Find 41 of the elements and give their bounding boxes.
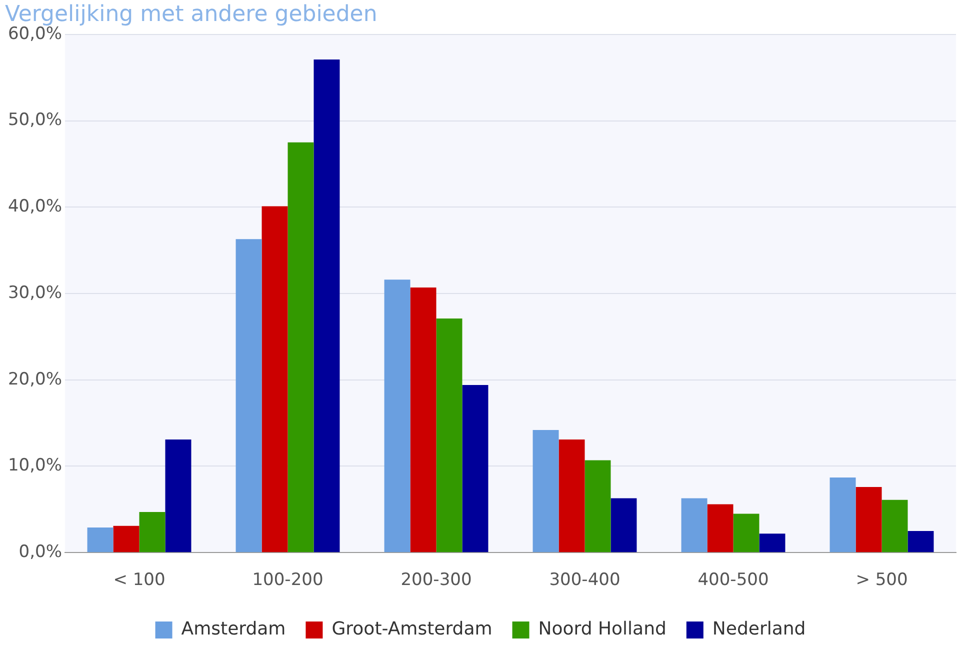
x-tick-label: 300-400	[549, 570, 620, 590]
chart-title: Vergelijking met andere gebieden	[5, 2, 378, 27]
bar	[262, 206, 288, 552]
bar	[288, 142, 314, 552]
bar	[908, 531, 934, 552]
bar	[558, 439, 585, 552]
x-tick-label: 100-200	[252, 570, 324, 590]
bar	[681, 498, 708, 552]
legend-label: Nederland	[712, 618, 806, 640]
y-tick-label: 20,0%	[8, 369, 62, 390]
bar	[113, 526, 140, 552]
legend-label: Amsterdam	[181, 618, 286, 640]
y-tick-label: 10,0%	[8, 456, 62, 476]
bar	[830, 477, 856, 552]
bar	[87, 528, 114, 552]
y-tick-label: 40,0%	[8, 196, 62, 217]
bar	[882, 500, 908, 552]
legend-label: Noord Holland	[538, 618, 666, 640]
bar	[165, 439, 192, 552]
bar	[236, 239, 262, 552]
bar	[759, 534, 786, 552]
bar	[314, 59, 340, 552]
bar	[436, 318, 462, 552]
bar	[856, 486, 882, 552]
y-tick-label: 30,0%	[8, 282, 62, 303]
bar	[584, 460, 611, 552]
y-tick-label: 0,0%	[18, 542, 62, 562]
bar	[139, 512, 166, 552]
bar	[733, 514, 760, 552]
bar	[610, 498, 637, 552]
bar	[384, 280, 410, 552]
x-tick-label: 400-500	[698, 570, 769, 590]
bar	[532, 430, 559, 552]
bar	[462, 385, 488, 552]
y-tick-label: 50,0%	[8, 110, 62, 130]
bar	[410, 287, 436, 552]
x-tick-label: > 500	[856, 570, 908, 590]
bar	[707, 504, 734, 552]
x-tick-label: < 100	[113, 570, 166, 590]
legend-label: Groot-Amsterdam	[332, 618, 492, 640]
x-tick-label: 200-300	[400, 570, 472, 590]
